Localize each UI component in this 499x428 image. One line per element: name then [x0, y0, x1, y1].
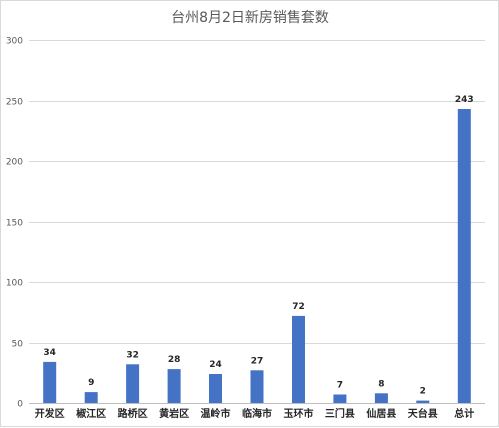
data-labels: 34 9 32 28 24 27 72 7 8 2 243: [43, 95, 473, 397]
x-tick-label: 黄岩区: [159, 407, 189, 420]
x-tick-label: 路桥区: [118, 407, 148, 420]
y-tick-label: 50: [12, 340, 24, 350]
bar-0: [43, 361, 57, 403]
x-tick-label: 椒江区: [76, 407, 106, 420]
data-label: 2: [420, 387, 426, 397]
x-tick-label: 温岭市: [201, 407, 231, 420]
data-label: 24: [209, 360, 222, 370]
data-label: 32: [126, 350, 139, 360]
data-label: 8: [378, 379, 384, 389]
data-label: 27: [251, 356, 264, 366]
bar-5: [250, 370, 264, 403]
x-tick-label: 仙居县: [366, 407, 396, 420]
y-tick-label: 300: [6, 37, 23, 47]
y-tick-label: 0: [17, 400, 23, 410]
grid-lines: [29, 40, 485, 404]
chart-title: 台州8月2日新房销售套数: [171, 10, 329, 26]
data-label: 9: [88, 378, 94, 388]
bar-6: [292, 315, 305, 403]
bar-2: [126, 364, 140, 403]
x-tick-label: 临海市: [242, 407, 272, 420]
x-tick-label: 三门县: [325, 407, 355, 420]
data-label: 7: [337, 381, 343, 391]
x-tick-label: 天台县: [408, 407, 438, 420]
y-tick-label: 250: [6, 98, 23, 108]
y-axis-ticks: 0 50 100 150 200 250 300: [6, 37, 23, 410]
y-tick-label: 200: [6, 158, 23, 168]
y-tick-label: 150: [6, 219, 23, 229]
bar-7: [333, 394, 347, 403]
data-label: 34: [43, 348, 56, 358]
x-tick-label: 开发区: [35, 407, 65, 420]
bar-9: [416, 400, 430, 403]
bar-4: [209, 374, 222, 403]
bar-3: [167, 369, 181, 403]
x-tick-label: 总计: [454, 407, 474, 420]
bar-1: [84, 392, 98, 403]
data-label: 243: [455, 95, 474, 105]
x-tick-label: 玉环市: [284, 407, 314, 420]
bar-10: [457, 109, 471, 403]
data-label: 72: [292, 302, 305, 312]
y-tick-label: 100: [6, 279, 23, 289]
data-label: 28: [168, 355, 181, 365]
bar-8: [374, 393, 388, 403]
bars: [43, 109, 471, 403]
x-axis-ticks: 开发区 椒江区 路桥区 黄岩区 温岭市 临海市 玉环市 三门县 仙居县 天台县 总计: [35, 407, 475, 420]
